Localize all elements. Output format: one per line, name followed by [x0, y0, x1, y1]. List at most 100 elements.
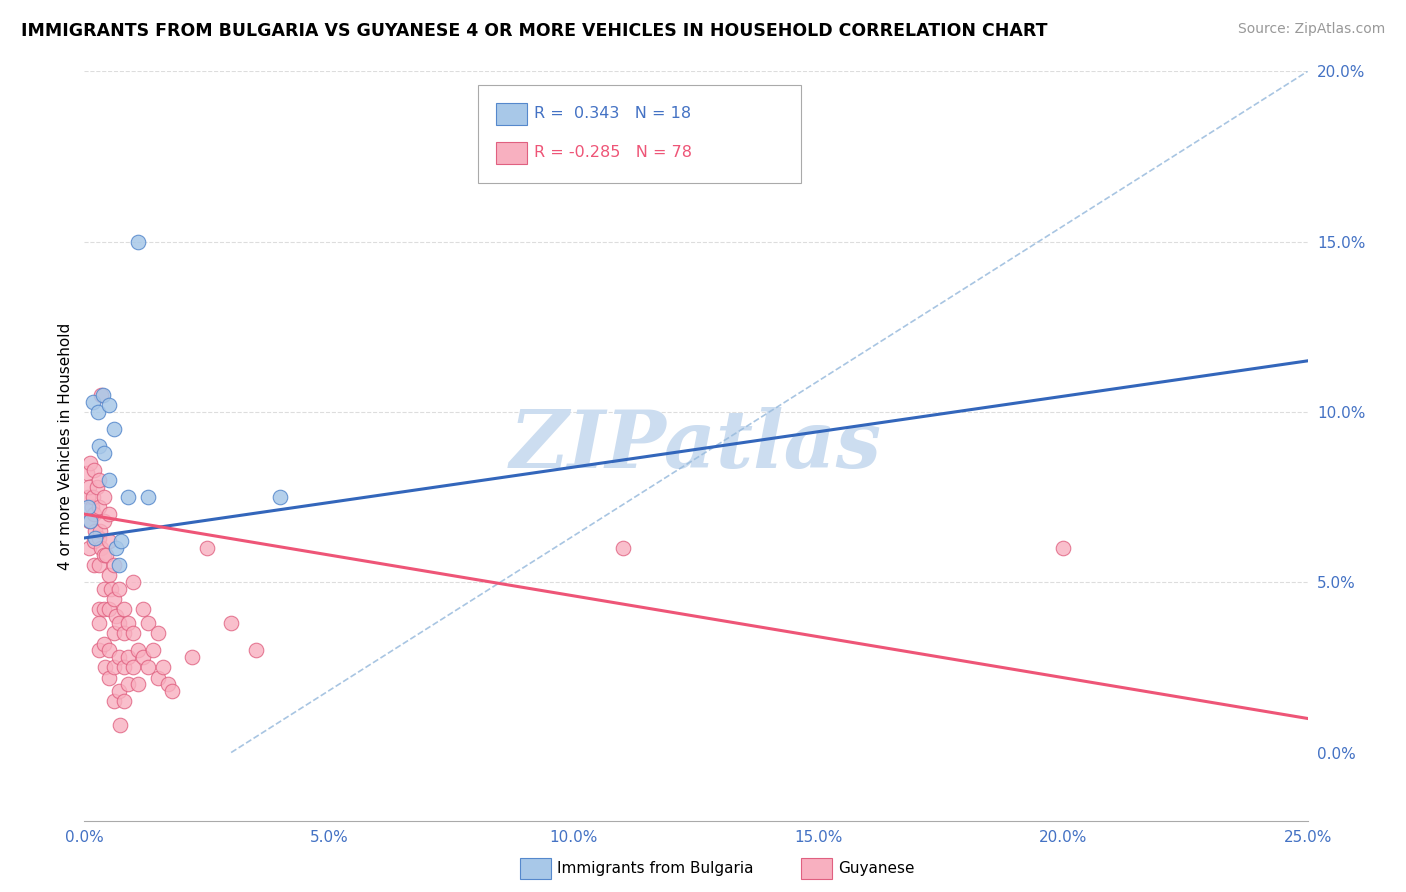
Point — [93, 602, 115, 616]
Text: IMMIGRANTS FROM BULGARIA VS GUYANESE 4 OR MORE VEHICLES IN HOUSEHOLD CORRELATION: IMMIGRANTS FROM BULGARIA VS GUYANESE 4 O… — [21, 22, 1047, 40]
Point — [87, 531, 110, 545]
Point — [107, 684, 129, 698]
Point — [107, 616, 129, 631]
Point — [142, 643, 165, 657]
Point — [91, 388, 114, 402]
Point — [107, 558, 129, 573]
Point — [77, 500, 100, 515]
Point — [97, 568, 120, 582]
Text: Source: ZipAtlas.com: Source: ZipAtlas.com — [1237, 22, 1385, 37]
Text: R = -0.285   N = 78: R = -0.285 N = 78 — [534, 145, 692, 160]
Point — [83, 463, 105, 477]
Point — [107, 582, 129, 596]
Point — [94, 660, 117, 674]
Point — [122, 575, 145, 590]
Point — [132, 650, 155, 665]
Point — [77, 480, 100, 494]
Text: Immigrants from Bulgaria: Immigrants from Bulgaria — [557, 862, 754, 876]
Point — [107, 650, 129, 665]
Point — [181, 650, 204, 665]
Point — [103, 422, 125, 436]
Point — [195, 541, 218, 556]
Point — [269, 490, 291, 504]
Point — [100, 582, 122, 596]
Point — [97, 602, 120, 616]
Point — [103, 660, 125, 674]
Point — [84, 531, 107, 545]
Point — [77, 490, 100, 504]
Point — [82, 394, 104, 409]
Point — [97, 507, 120, 521]
Point — [87, 643, 110, 657]
Point — [112, 660, 135, 674]
Point — [83, 507, 105, 521]
Point — [77, 541, 100, 556]
Point — [122, 626, 145, 640]
Point — [97, 534, 120, 549]
Point — [152, 660, 174, 674]
Point — [117, 650, 139, 665]
Point — [105, 609, 128, 624]
Point — [117, 616, 139, 631]
Point — [83, 534, 105, 549]
Point — [97, 671, 120, 685]
Point — [112, 626, 135, 640]
Point — [108, 718, 131, 732]
Point — [103, 694, 125, 708]
Point — [87, 558, 110, 573]
Point — [80, 500, 103, 515]
Point — [90, 388, 112, 402]
Point — [127, 235, 149, 249]
Point — [612, 541, 634, 556]
Point — [112, 602, 135, 616]
Point — [97, 643, 120, 657]
Point — [87, 405, 110, 419]
Point — [87, 616, 110, 631]
Point — [89, 524, 111, 538]
Point — [93, 490, 115, 504]
Point — [93, 636, 115, 650]
Point — [96, 548, 118, 562]
Point — [136, 490, 159, 504]
Point — [127, 677, 149, 691]
Text: Guyanese: Guyanese — [838, 862, 914, 876]
Point — [93, 582, 115, 596]
Point — [105, 541, 128, 556]
Point — [245, 643, 267, 657]
Point — [77, 514, 100, 528]
Point — [162, 684, 184, 698]
Point — [76, 467, 98, 481]
Y-axis label: 4 or more Vehicles in Household: 4 or more Vehicles in Household — [58, 322, 73, 570]
Point — [103, 626, 125, 640]
Point — [86, 480, 108, 494]
Point — [93, 514, 115, 528]
Point — [90, 541, 112, 556]
Point — [97, 473, 120, 487]
Point — [127, 643, 149, 657]
Point — [87, 439, 110, 453]
Point — [79, 514, 101, 528]
Point — [97, 398, 120, 412]
Point — [93, 548, 115, 562]
Point — [136, 660, 159, 674]
Point — [156, 677, 179, 691]
Point — [83, 558, 105, 573]
Point — [112, 694, 135, 708]
Text: ZIPatlas: ZIPatlas — [510, 408, 882, 484]
Point — [84, 524, 107, 538]
Point — [79, 456, 101, 470]
Point — [1052, 541, 1074, 556]
Point — [117, 677, 139, 691]
Point — [117, 490, 139, 504]
Point — [122, 660, 145, 674]
Point — [219, 616, 242, 631]
Point — [103, 558, 125, 573]
Point — [146, 671, 169, 685]
Point — [132, 602, 155, 616]
Point — [136, 616, 159, 631]
Text: R =  0.343   N = 18: R = 0.343 N = 18 — [534, 106, 692, 120]
Point — [146, 626, 169, 640]
Point — [87, 473, 110, 487]
Point — [103, 592, 125, 607]
Point — [87, 602, 110, 616]
